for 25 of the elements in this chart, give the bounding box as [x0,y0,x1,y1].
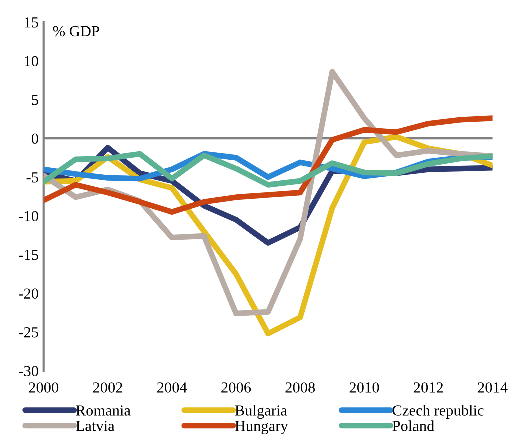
legend-label: Poland [392,420,434,432]
y-axis-title: % GDP [53,26,100,37]
legend-label: Bulgaria [235,405,288,420]
x-tick-label: 2000 [29,382,59,393]
y-tick-label: -25 [19,327,38,338]
x-tick-label: 2002 [93,382,122,393]
x-tick-label: 2006 [222,382,252,393]
x-tick-label: 2004 [158,382,188,393]
x-tick-label: 2010 [350,382,380,393]
x-tick-label: 2014 [478,382,508,393]
y-tick-label: 5 [32,95,38,106]
y-tick-label: 10 [25,56,38,67]
y-tick-label: -15 [19,250,38,260]
y-tick-label: -10 [19,211,38,222]
y-tick-label: -5 [26,172,38,183]
y-tick-label: 0 [32,134,38,144]
legend-label: Latvia [76,421,115,432]
y-tick-label: -30 [19,366,38,376]
legend-label: Hungary [235,421,288,435]
y-tick-label: 15 [25,18,38,28]
y-tick-label: -20 [19,288,38,299]
legend-label: Czech republic [392,405,484,419]
legend-label: Romania [76,406,131,416]
x-tick-label: 2008 [286,382,316,393]
x-tick-label: 2012 [414,382,444,393]
